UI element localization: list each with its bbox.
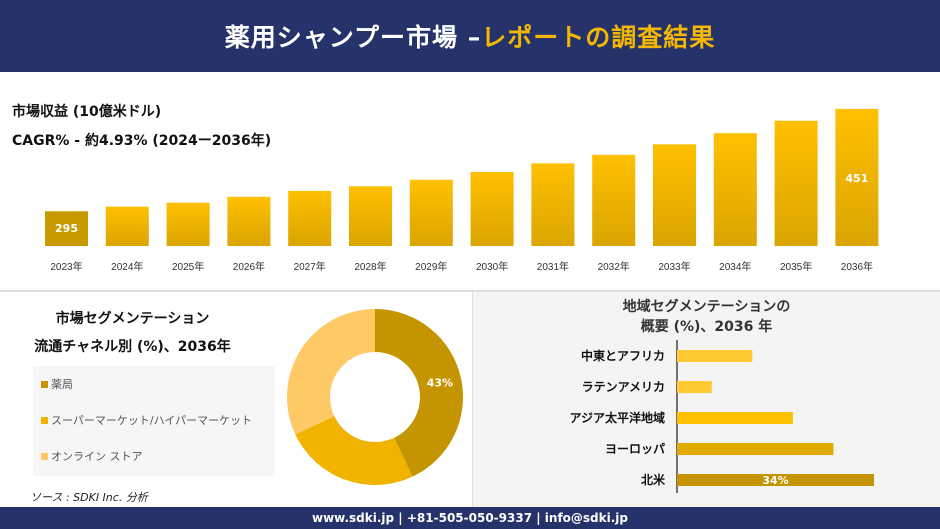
legend-item-online: オンライン ストア — [41, 448, 143, 464]
data-label: 295 — [55, 222, 78, 235]
x-tick-label: 2036年 — [841, 260, 873, 273]
x-tick-label: 2034年 — [719, 260, 751, 273]
x-tick-label: 2031年 — [537, 260, 569, 273]
region-bar-0 — [677, 350, 753, 362]
legend-label: 薬局 — [51, 378, 73, 391]
x-tick-label: 2023年 — [50, 260, 82, 273]
region-label: アジア太平洋地域 — [569, 410, 665, 425]
legend-label: スーパーマーケット/ハイパーマーケット — [51, 414, 253, 427]
x-tick-label: 2035年 — [780, 260, 812, 273]
x-tick-label: 2025年 — [172, 260, 204, 273]
bar-2027年 — [288, 190, 332, 246]
data-label: 451 — [845, 172, 868, 185]
x-tick-label: 2032年 — [598, 260, 630, 273]
region-subtitle: 概要 (%)、2036 年 — [640, 319, 773, 335]
donut-legend: 薬局 スーパーマーケット/ハイパーマーケット オンライン ストア — [33, 366, 275, 476]
distribution-donut-chart: 43% — [287, 309, 463, 485]
region-bar-2 — [677, 412, 793, 424]
bar-2032年 — [592, 154, 636, 246]
legend-swatch — [41, 416, 48, 424]
region-bar-4 — [677, 474, 874, 486]
bar-2033年 — [653, 144, 696, 246]
region-label: 北米 — [641, 472, 666, 487]
bar-2028年 — [349, 186, 392, 246]
legend-item-pharmacy: 薬局 — [41, 376, 73, 392]
revenue-bar-chart: 2023年 295 2024年 2025年 2026年 2027年 2028年 2029年 20… — [45, 108, 879, 273]
bar-2031年 — [531, 163, 575, 246]
cagr-label: CAGR% - 約4.93% (2024ー2036年) — [12, 133, 272, 149]
legend-swatch — [41, 380, 48, 388]
x-tick-label: 2024年 — [111, 260, 143, 273]
header-title-accent: レポートの調査結果 — [481, 23, 716, 52]
bar-2036年 — [835, 108, 879, 246]
revenue-label: 市場収益 (10億米ドル) — [12, 104, 162, 120]
region-panel: 地域セグメンテーションの 概要 (%)、2036 年 — [472, 292, 940, 507]
bar-2029年 — [409, 179, 453, 246]
x-tick-label: 2028年 — [354, 260, 386, 273]
x-tick-label: 2026年 — [233, 260, 265, 273]
bar-2035年 — [774, 120, 818, 246]
bar-2026年 — [227, 196, 271, 246]
header-title: 薬用シャンプー市場 – — [224, 23, 482, 52]
bar-2034年 — [713, 133, 757, 246]
region-data-label: 34% — [762, 474, 788, 487]
page-header: 薬用シャンプー市場 – レポートの調査結果 — [0, 0, 940, 72]
region-title: 地域セグメンテーションの — [622, 299, 791, 315]
x-tick-label: 2030年 — [476, 260, 508, 273]
region-label: 中東とアフリカ — [581, 348, 665, 363]
region-bar-3 — [677, 443, 834, 455]
legend-item-supermarket: スーパーマーケット/ハイパーマーケット — [41, 412, 252, 428]
x-tick-label: 2027年 — [294, 260, 326, 273]
donut-data-label: 43% — [427, 376, 453, 389]
source-note: ソース : SDKI Inc. 分析 — [30, 491, 148, 504]
region-label: ラテンアメリカ — [582, 380, 665, 394]
section-divider — [0, 290, 940, 292]
bar-2024年 — [105, 206, 149, 246]
footer: www.sdki.jp | +81-505-050-9337 | info@sd… — [0, 507, 940, 529]
footer-contact: www.sdki.jp | +81-505-050-9337 | info@sd… — [311, 511, 628, 525]
legend-label: オンライン ストア — [51, 450, 143, 463]
donut-slice-0 — [375, 309, 463, 477]
bar-2023年 — [45, 211, 88, 246]
x-tick-label: 2033年 — [658, 260, 690, 273]
donut-slice-1 — [295, 416, 413, 485]
bar-2025年 — [166, 202, 210, 246]
region-label: ヨーロッパ — [605, 442, 665, 456]
x-tick-label: 2029年 — [415, 260, 447, 273]
donut-slice-2 — [287, 309, 375, 435]
region-bar-1 — [677, 381, 712, 393]
segment-title: 市場セグメンテーション — [55, 311, 210, 327]
segment-subtitle: 流通チャネル別 (%)、2036年 — [34, 339, 231, 355]
legend-swatch — [41, 452, 48, 460]
bar-2030年 — [470, 171, 514, 246]
